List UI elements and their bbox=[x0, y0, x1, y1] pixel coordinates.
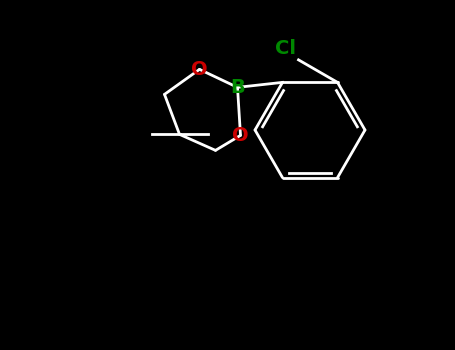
Text: Cl: Cl bbox=[274, 39, 296, 58]
Text: O: O bbox=[191, 60, 208, 79]
Text: B: B bbox=[230, 78, 245, 97]
Text: O: O bbox=[232, 126, 249, 145]
